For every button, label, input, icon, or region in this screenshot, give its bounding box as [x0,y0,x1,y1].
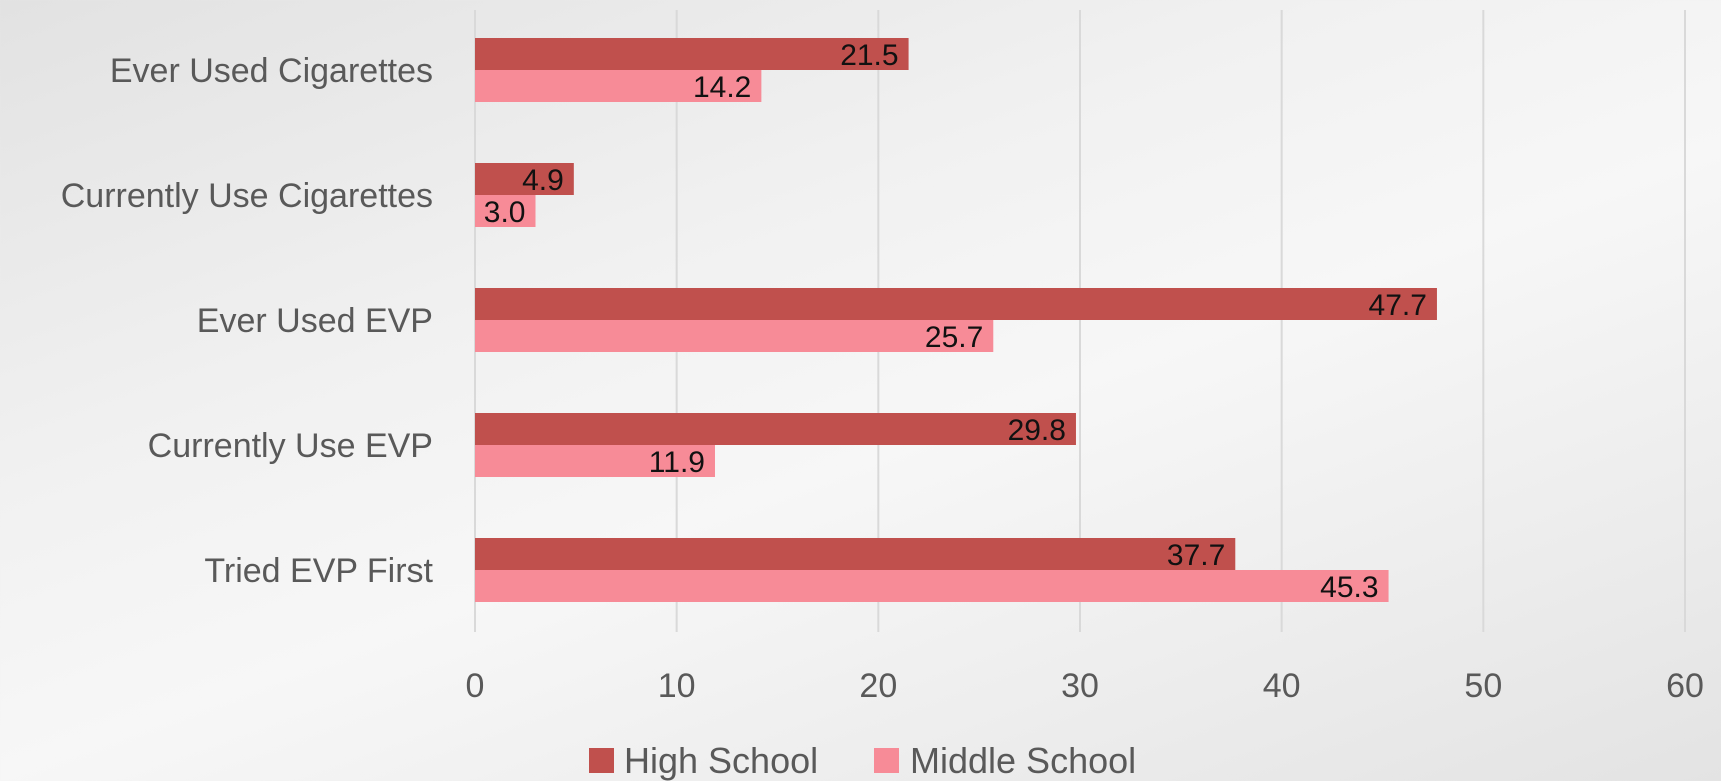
x-tick-label: 10 [658,667,696,705]
bars [475,38,1437,602]
data-label: 3.0 [484,196,526,229]
data-label: 47.7 [1369,289,1427,322]
data-label: 29.8 [1008,414,1066,447]
legend-swatch [874,748,899,773]
bar-middle-school [475,445,715,477]
bar-high-school [475,413,1076,445]
data-label: 37.7 [1167,539,1225,572]
legend-label: Middle School [910,740,1136,781]
x-tick-label: 60 [1666,667,1704,705]
bar-middle-school [475,195,536,227]
category-label: Currently Use Cigarettes [61,177,433,215]
data-label: 45.3 [1320,571,1378,604]
category-label: Currently Use EVP [148,427,433,465]
data-label: 21.5 [840,39,898,72]
bar-high-school [475,538,1236,570]
x-tick-label: 30 [1061,667,1099,705]
x-tick-label: 0 [466,667,485,705]
data-labels: 21.5 14.2 4.93.0 47.7 25.7 29.8 11.9 37.7 45.3 [484,39,1427,604]
bar-high-school [475,288,1437,320]
x-tick-label: 20 [859,667,897,705]
data-label: 14.2 [693,71,751,104]
legend: High School Middle School [589,740,1136,781]
data-label: 4.9 [522,164,564,197]
x-tick-label: 40 [1263,667,1301,705]
data-label: 25.7 [925,321,983,354]
legend-swatch [589,748,614,773]
category-label: Tried EVP First [204,552,433,590]
bar-high-school [475,38,909,70]
x-tick-label: 50 [1464,667,1502,705]
category-label: Ever Used EVP [197,302,433,340]
bar-middle-school [475,570,1389,602]
bar-high-school [475,163,574,195]
bar-middle-school [475,70,762,102]
category-labels: Ever Used Cigarettes Currently Use Cigare… [61,52,434,590]
data-label: 11.9 [649,446,705,479]
legend-label: High School [624,740,818,781]
category-label: Ever Used Cigarettes [110,52,433,90]
bar-middle-school [475,320,994,352]
x-axis-ticks: 0 10 20 30 40 50 60 [466,667,1704,705]
